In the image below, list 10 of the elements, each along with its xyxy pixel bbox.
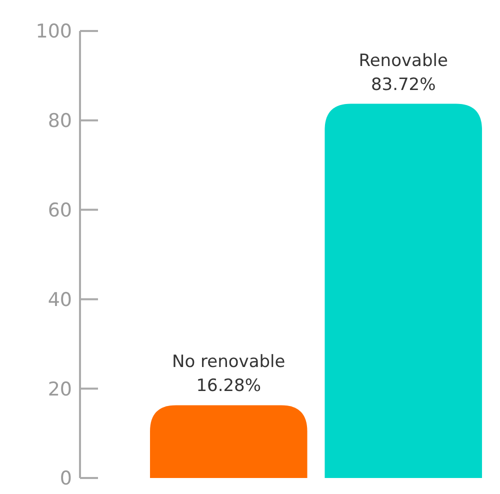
y-tick-label: 60 xyxy=(48,199,72,222)
y-tick-label: 0 xyxy=(60,468,72,490)
x-tick-label: No renovable xyxy=(172,352,286,372)
y-tick-label: 80 xyxy=(48,110,72,132)
x-tick-label: Renovable xyxy=(358,50,448,71)
y-tick-label: 20 xyxy=(48,378,72,400)
data-label: 16.28% xyxy=(196,376,262,396)
y-tick-label: 40 xyxy=(48,288,72,311)
data-label: 83.72% xyxy=(370,74,436,95)
y-tick-label: 100 xyxy=(36,20,72,43)
